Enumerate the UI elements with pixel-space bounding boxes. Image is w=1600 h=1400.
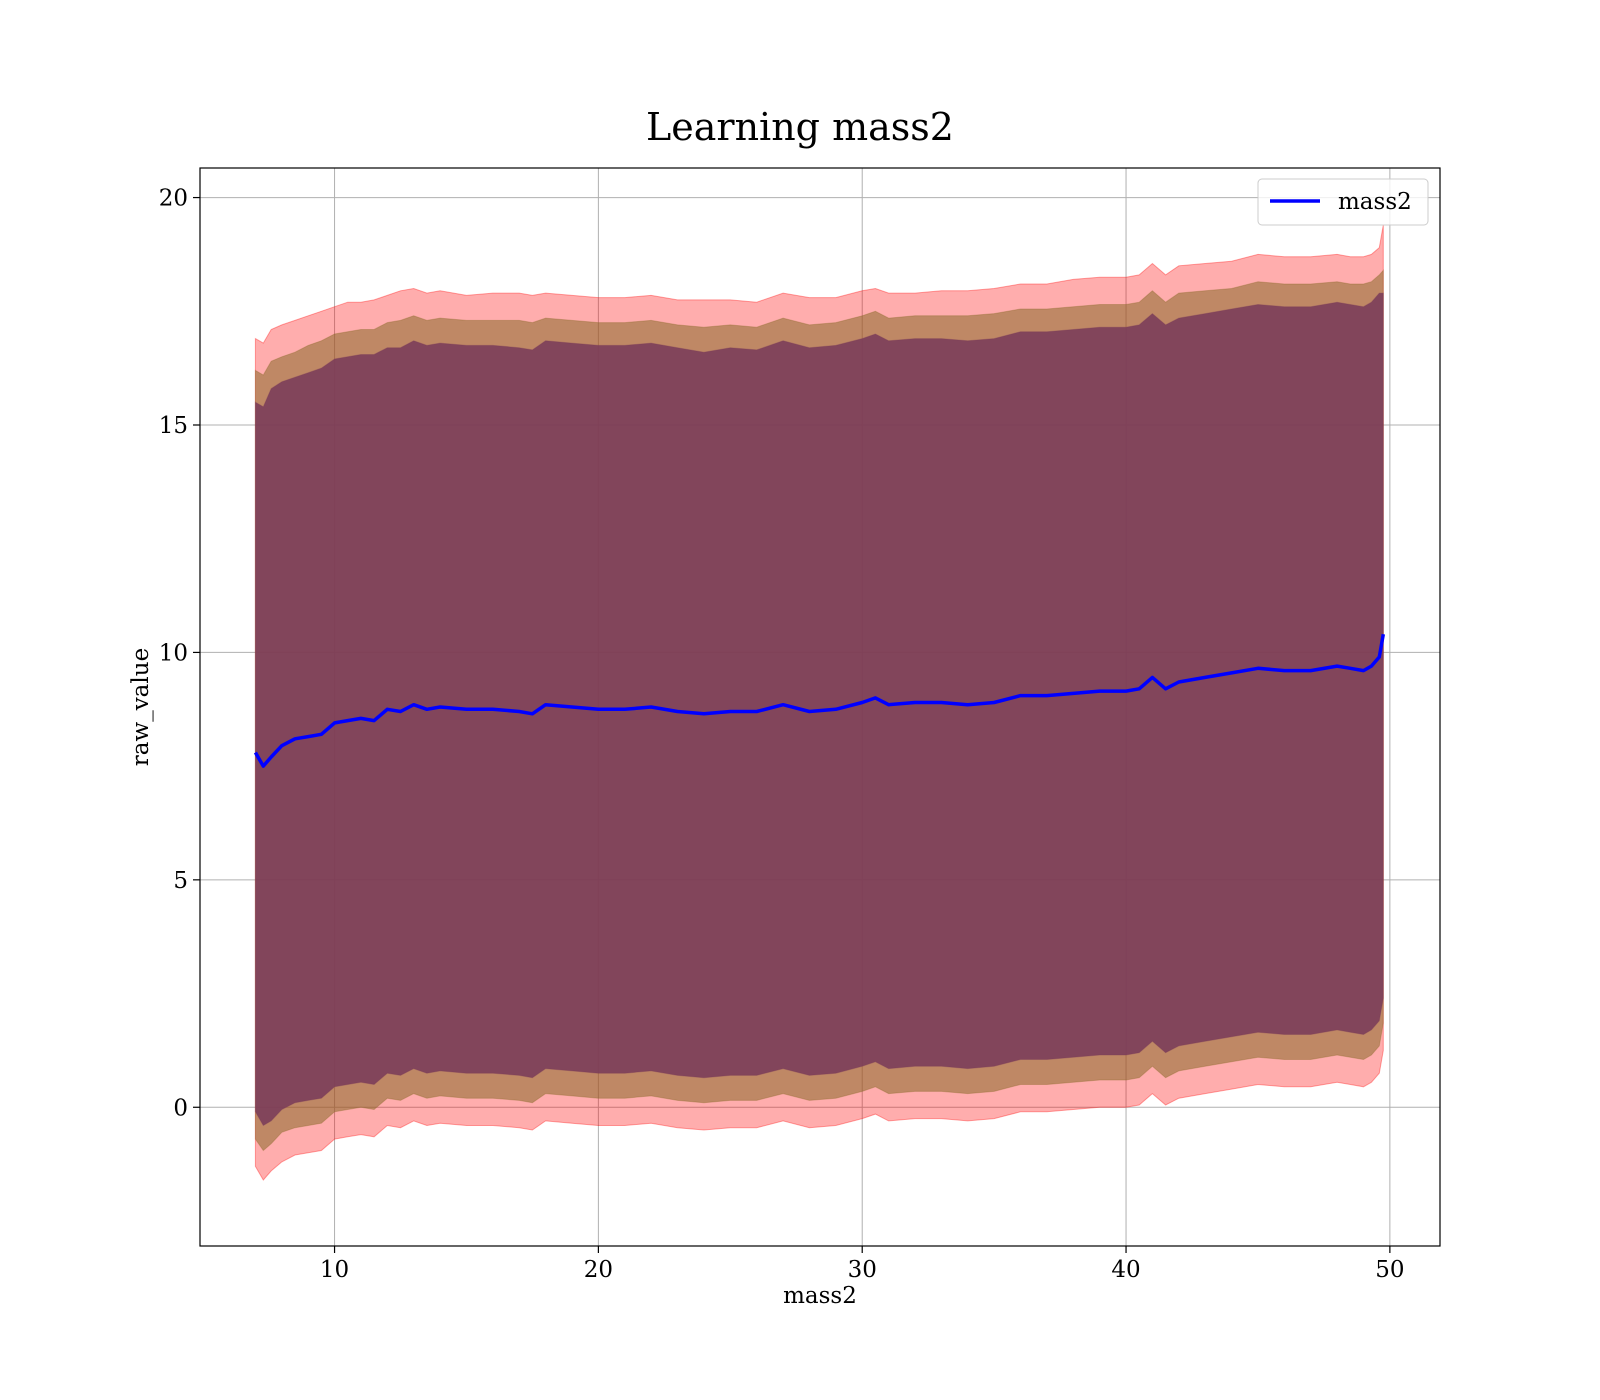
mean-line-group [253,633,1386,768]
y-tick-label: 15 [159,413,188,439]
x-tick-label: 20 [584,1257,613,1283]
legend-entry-label: mass2 [1338,189,1412,215]
y-tick-label: 10 [159,640,188,666]
y-tick-label: 0 [173,1095,188,1121]
confidence-bands [254,224,1384,1181]
y-axis-ticks: 0 5 10 15 20 [159,186,200,1121]
legend: mass2 [1257,178,1429,226]
x-tick-label: 10 [320,1257,349,1283]
chart-title: Learning mass2 [646,105,954,149]
y-tick-label: 5 [173,868,188,894]
y-axis-label: raw_value [128,648,154,766]
x-tick-label: 30 [848,1257,877,1283]
x-tick-label: 40 [1111,1257,1140,1283]
series-line-mass2 [253,633,1386,768]
y-tick-label: 20 [159,186,188,212]
x-axis-label: mass2 [783,1283,857,1309]
legend-box [1257,178,1429,226]
x-tick-label: 50 [1375,1257,1404,1283]
x-axis-ticks: 10 20 30 40 50 [320,1246,1405,1283]
plot-frame [199,167,1441,1247]
